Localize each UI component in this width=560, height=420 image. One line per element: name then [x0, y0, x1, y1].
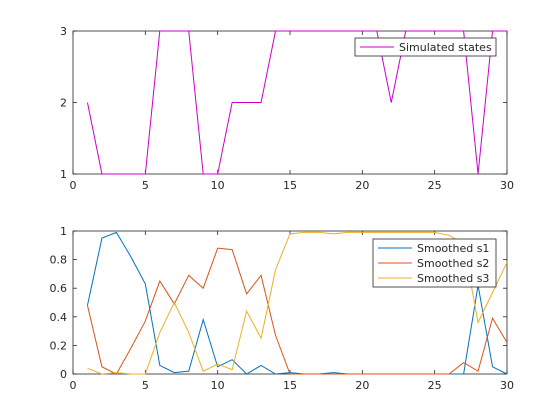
series-line-2: [86, 247, 508, 375]
x-tick-label: 30: [500, 179, 514, 192]
x-tick-label: 5: [142, 379, 149, 392]
x-tick-label: 15: [283, 379, 297, 392]
y-tick-label: 1: [60, 225, 67, 238]
y-tick-label: 0: [60, 368, 67, 381]
x-tick-label: 20: [355, 179, 369, 192]
y-tick-label: 3: [60, 25, 67, 38]
x-tick-label: 0: [70, 379, 77, 392]
legend-label: Smoothed s3: [417, 272, 489, 285]
x-tick-label: 10: [211, 179, 225, 192]
x-tick-label: 20: [355, 379, 369, 392]
x-tick-label: 25: [428, 179, 442, 192]
x-tick-label: 30: [500, 379, 514, 392]
legend-box: [354, 37, 497, 57]
y-tick-label: 0.8: [50, 254, 68, 267]
legend-label: Simulated states: [399, 41, 492, 54]
legend-label: Smoothed s1: [417, 242, 489, 255]
x-tick-label: 25: [428, 379, 442, 392]
y-tick-label: 2: [60, 97, 67, 110]
y-tick-label: 0.2: [50, 339, 68, 352]
series-line-1: [86, 30, 507, 175]
x-tick-label: 5: [142, 179, 149, 192]
series-line-3: [87, 231, 508, 375]
legend-label: Smoothed s2: [417, 257, 489, 270]
y-tick-label: 0.6: [50, 282, 68, 295]
state-plot: 0 5 10 15 20 25 30 1 2 3 Simulated states: [60, 25, 514, 192]
x-tick-label: 10: [211, 379, 225, 392]
smoothed-probability-plot: 0 5 10 15 20 25 30 0 0.2 0.4 0.6 0.8 1 Smoothed s1 Smo…: [50, 225, 515, 392]
x-tick-label: 15: [283, 179, 297, 192]
y-tick-label: 1: [60, 168, 67, 181]
x-tick-label: 0: [70, 179, 77, 192]
y-tick-label: 0.4: [50, 311, 68, 324]
